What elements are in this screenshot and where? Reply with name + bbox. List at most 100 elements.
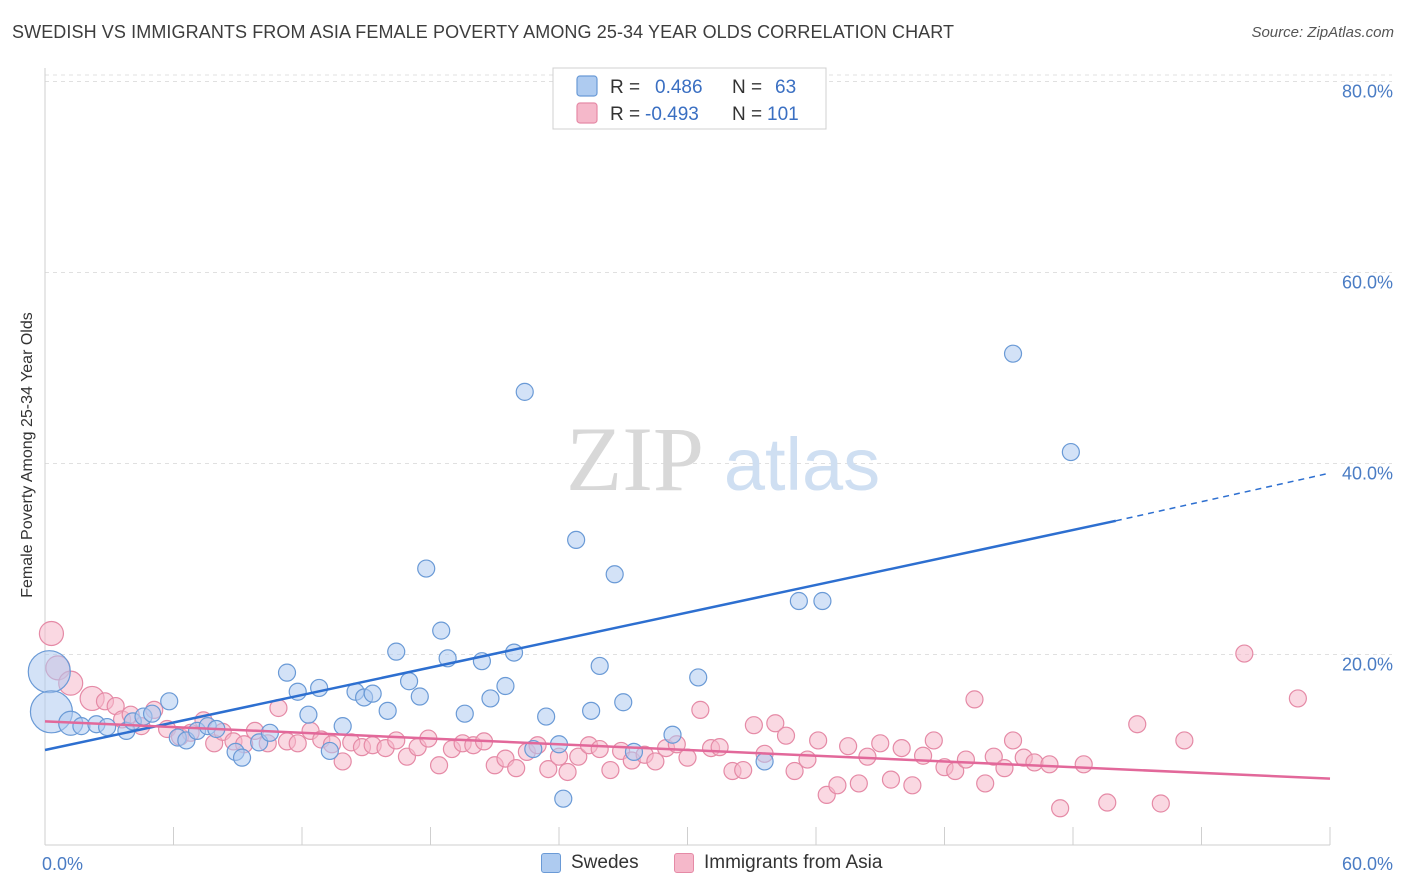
point-asia bbox=[558, 762, 577, 782]
legend-swedes-n-value: 63 bbox=[775, 77, 796, 98]
trend-swedes-extension bbox=[1115, 472, 1331, 522]
point-swedes bbox=[417, 559, 436, 578]
chart-title: SWEDISH VS IMMIGRANTS FROM ASIA FEMALE P… bbox=[12, 22, 955, 42]
point-swedes bbox=[567, 530, 586, 550]
point-asia bbox=[691, 700, 710, 719]
legend-item-swedes-swatch bbox=[541, 853, 561, 873]
point-asia bbox=[387, 731, 406, 750]
point-swedes bbox=[333, 717, 352, 736]
point-asia bbox=[601, 760, 620, 780]
point-asia bbox=[1025, 753, 1044, 772]
legend-swedes-r-value: 0.486 bbox=[655, 77, 703, 98]
point-swedes bbox=[320, 741, 339, 761]
point-swedes bbox=[813, 591, 832, 611]
point-asia bbox=[995, 759, 1014, 778]
point-swedes bbox=[160, 692, 179, 711]
tick-labels: 20.0% 40.0% 60.0% 80.0% 0.0% 60.0% bbox=[42, 82, 1393, 875]
point-asia bbox=[798, 750, 817, 769]
point-asia bbox=[839, 737, 858, 756]
point-swedes bbox=[399, 672, 419, 691]
point-asia bbox=[956, 750, 976, 769]
watermark-atlas: atlas bbox=[724, 423, 880, 506]
watermark-zip: ZIP bbox=[566, 408, 704, 510]
series-legend: Swedes Immigrants from Asia bbox=[0, 852, 1406, 878]
point-swedes bbox=[504, 643, 524, 662]
point-asia bbox=[881, 770, 901, 789]
point-asia bbox=[288, 734, 307, 753]
point-asia bbox=[1051, 799, 1070, 818]
legend-asia-n-value: 101 bbox=[767, 104, 799, 125]
point-swedes bbox=[98, 717, 117, 737]
y-tick-label: 80.0% bbox=[1342, 82, 1393, 102]
legend-asia-r-label: R = bbox=[610, 104, 640, 125]
point-asia bbox=[965, 690, 984, 709]
chart-source: Source: ZipAtlas.com bbox=[1251, 24, 1394, 41]
point-asia bbox=[539, 759, 558, 779]
legend-item-swedes-label: Swedes bbox=[571, 852, 639, 873]
point-swedes bbox=[624, 742, 644, 762]
point-asia bbox=[38, 620, 65, 647]
point-asia bbox=[1235, 644, 1254, 663]
x-tick-label-max: 60.0% bbox=[1342, 854, 1393, 874]
legend-asia-n-label: N = bbox=[732, 104, 762, 125]
legend-swedes-n-label: N = bbox=[732, 77, 762, 98]
legend-item-swedes[interactable]: Swedes bbox=[541, 852, 639, 874]
point-asia bbox=[903, 776, 922, 795]
point-asia bbox=[333, 752, 352, 771]
y-tick-label: 60.0% bbox=[1342, 273, 1393, 293]
point-swedes bbox=[605, 565, 624, 584]
legend-swatch-asia bbox=[576, 102, 598, 124]
legend-item-asia[interactable]: Immigrants from Asia bbox=[674, 852, 882, 874]
series-asia-points bbox=[38, 620, 1307, 818]
series-swedes-points bbox=[27, 344, 1080, 808]
point-swedes bbox=[481, 689, 500, 708]
point-asia bbox=[429, 756, 449, 775]
trend-lines bbox=[44, 472, 1331, 780]
point-asia bbox=[976, 774, 995, 793]
point-asia bbox=[507, 759, 526, 778]
correlation-legend: R = 0.486 N = 63 R = -0.493 N = 101 bbox=[552, 67, 827, 130]
point-swedes bbox=[515, 382, 534, 401]
point-swedes bbox=[142, 704, 162, 723]
point-swedes bbox=[378, 701, 397, 720]
point-asia bbox=[744, 716, 763, 735]
trend-swedes bbox=[44, 519, 1117, 752]
point-swedes bbox=[689, 668, 708, 687]
point-asia bbox=[734, 760, 753, 780]
point-swedes bbox=[663, 725, 682, 744]
y-tick-label: 40.0% bbox=[1342, 464, 1393, 484]
point-asia bbox=[1128, 715, 1147, 734]
point-asia bbox=[849, 774, 868, 793]
point-swedes bbox=[363, 684, 382, 703]
point-asia bbox=[1098, 793, 1117, 812]
point-asia bbox=[1175, 731, 1194, 750]
point-swedes bbox=[387, 642, 406, 661]
point-swedes bbox=[554, 789, 573, 808]
point-asia bbox=[1074, 755, 1093, 774]
legend-swedes-r-label: R = bbox=[610, 77, 640, 98]
point-asia bbox=[1288, 689, 1307, 708]
point-swedes bbox=[582, 701, 601, 720]
trend-asia bbox=[44, 720, 1331, 780]
point-swedes bbox=[455, 704, 474, 723]
x-tick-label-min: 0.0% bbox=[42, 854, 83, 874]
point-asia bbox=[776, 726, 796, 745]
point-swedes bbox=[1061, 442, 1080, 462]
legend-swatch-swedes bbox=[576, 75, 598, 97]
point-swedes bbox=[789, 591, 808, 611]
y-tick-label: 20.0% bbox=[1342, 655, 1393, 675]
legend-item-asia-swatch bbox=[674, 853, 694, 873]
point-swedes bbox=[27, 650, 71, 694]
point-swedes bbox=[496, 676, 515, 696]
point-swedes bbox=[1003, 344, 1023, 363]
point-asia bbox=[1040, 755, 1059, 774]
point-asia bbox=[1003, 731, 1023, 750]
point-swedes bbox=[755, 752, 774, 771]
point-swedes bbox=[524, 739, 543, 759]
gridlines bbox=[45, 74, 1392, 655]
point-swedes bbox=[299, 705, 318, 724]
point-asia bbox=[1151, 794, 1170, 813]
point-asia bbox=[569, 747, 588, 766]
legend-item-asia-label: Immigrants from Asia bbox=[704, 852, 883, 873]
